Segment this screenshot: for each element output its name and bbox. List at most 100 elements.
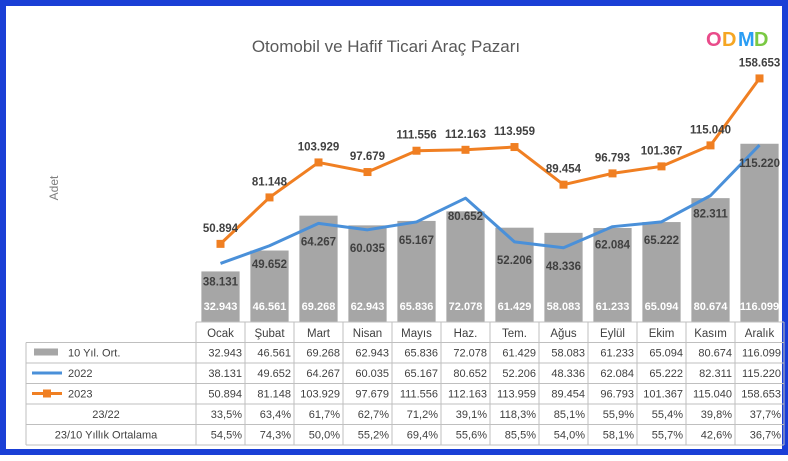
series-2023-line-point xyxy=(216,239,225,248)
table-cell: 32.943 xyxy=(208,348,242,360)
table-cell: 118,3% xyxy=(500,409,537,421)
table-cell: 103.929 xyxy=(300,389,340,401)
bar xyxy=(446,211,485,322)
table-cell: 101.367 xyxy=(643,389,683,401)
series-2023-label: 97.679 xyxy=(350,151,385,163)
table-cell: 38.131 xyxy=(208,368,242,380)
table-cell: 62.084 xyxy=(600,368,634,380)
table-cell: 89.454 xyxy=(551,389,585,401)
series-2022-label: 64.267 xyxy=(301,236,336,248)
series-2023-label: 103.929 xyxy=(298,141,340,153)
bar-value-label: 69.268 xyxy=(302,301,336,313)
bar xyxy=(397,220,436,322)
logo-letter: D xyxy=(722,29,736,51)
table-cell: 82.311 xyxy=(699,368,732,380)
legend-label: 10 Yıl. Ort. xyxy=(68,348,120,360)
table-cell: 55,4% xyxy=(652,409,683,421)
table-cell: 115.220 xyxy=(742,368,781,380)
bar-value-label: 58.083 xyxy=(547,301,581,313)
series-2023-label: 111.556 xyxy=(396,130,436,142)
table-cell: 36,7% xyxy=(750,430,781,442)
table-cell: 50.894 xyxy=(208,389,242,401)
series-2022-label: 38.131 xyxy=(203,276,239,288)
table-cell: 81.148 xyxy=(257,389,291,401)
series-2023-line-point xyxy=(265,193,274,202)
series-2022-label: 62.084 xyxy=(595,240,631,252)
table-cell: 69,4% xyxy=(407,430,438,442)
legend-label: 2022 xyxy=(68,368,92,380)
series-2022-line xyxy=(219,144,761,265)
bar-value-label: 62.943 xyxy=(351,301,385,313)
legend-key-bar xyxy=(34,348,58,356)
table-cell: 113.959 xyxy=(497,389,536,401)
table-cell: 97.679 xyxy=(355,389,389,401)
table-cell: 60.035 xyxy=(355,368,389,380)
series-2023-label: 113.959 xyxy=(494,126,535,138)
logo-letter: O xyxy=(706,29,722,51)
category-label: Nisan xyxy=(353,328,382,340)
series-2022-label: 115.220 xyxy=(739,158,780,170)
bar-value-label: 46.561 xyxy=(253,301,287,313)
series-2023-line-point xyxy=(461,145,470,154)
series-2023-line-point xyxy=(755,74,764,83)
legend-key-marker xyxy=(43,389,51,398)
series-2023-label: 81.148 xyxy=(252,176,288,188)
bar-value-label: 116.099 xyxy=(740,301,779,313)
bar-value-label: 32.943 xyxy=(204,301,238,313)
logo-letter: M xyxy=(738,29,755,51)
series-2023-line-point xyxy=(559,180,568,189)
series-2023-label: 158.653 xyxy=(739,57,781,69)
table-cell: 39,1% xyxy=(456,409,487,421)
table-cell: 61,7% xyxy=(309,409,340,421)
table-cell: 37,7% xyxy=(750,409,781,421)
series-2023-label: 50.894 xyxy=(203,223,239,235)
table-cell: 62.943 xyxy=(355,348,389,360)
bar xyxy=(250,250,289,322)
category-label: Ocak xyxy=(207,328,234,340)
category-label: Aralık xyxy=(745,328,775,340)
table-cell: 61.429 xyxy=(502,348,536,360)
bar-value-label: 61.429 xyxy=(498,301,532,313)
table-cell: 54,5% xyxy=(211,430,242,442)
series-2022-label: 60.035 xyxy=(350,243,386,255)
chart-title: Otomobil ve Hafif Ticari Araç Pazarı xyxy=(252,37,520,56)
series-2022-label: 52.206 xyxy=(497,255,532,267)
series-2022-label: 48.336 xyxy=(546,261,581,273)
series-2023-line-point xyxy=(510,143,519,152)
table-cell: 65.836 xyxy=(404,348,438,360)
table-cell: 72.078 xyxy=(453,348,487,360)
table-cell: 111.556 xyxy=(400,389,438,401)
bar-value-label: 61.233 xyxy=(596,301,630,313)
bar xyxy=(348,225,387,322)
table-cell: 61.233 xyxy=(600,348,634,360)
table-cell: 112.163 xyxy=(448,389,487,401)
table-cell: 63,4% xyxy=(260,409,291,421)
series-2023-line-point xyxy=(314,158,323,167)
table-cell: 58,1% xyxy=(603,430,634,442)
table-cell: 85,5% xyxy=(505,430,536,442)
table-cell: 64.267 xyxy=(306,368,340,380)
category-label: Eylül xyxy=(600,328,625,340)
table-row-label: 23/10 Yıllık Ortalama xyxy=(55,430,158,442)
table-cell: 52.206 xyxy=(502,368,536,380)
bar-value-label: 72.078 xyxy=(449,301,483,313)
table-cell: 54,0% xyxy=(554,430,585,442)
series-2023-line-point xyxy=(363,168,372,177)
table-cell: 115.040 xyxy=(693,389,732,401)
table-cell: 71,2% xyxy=(407,409,438,421)
table-cell: 116.099 xyxy=(742,348,781,360)
table-cell: 55,9% xyxy=(603,409,634,421)
chart: Otomobil ve Hafif Ticari Araç Pazarı Adet… xyxy=(25,29,785,446)
bar xyxy=(740,143,779,322)
category-label: Ağus xyxy=(550,328,576,340)
table-cell: 39,8% xyxy=(701,409,732,421)
bar-value-label: 65.836 xyxy=(400,301,434,313)
bar xyxy=(299,215,338,322)
series-2023-line-point xyxy=(608,169,617,178)
table-cell: 69.268 xyxy=(306,348,340,360)
series-2023-line-point xyxy=(657,162,666,171)
bar-value-label: 80.674 xyxy=(694,301,729,313)
table-cell: 42,6% xyxy=(701,430,732,442)
category-label: Haz. xyxy=(454,328,478,340)
